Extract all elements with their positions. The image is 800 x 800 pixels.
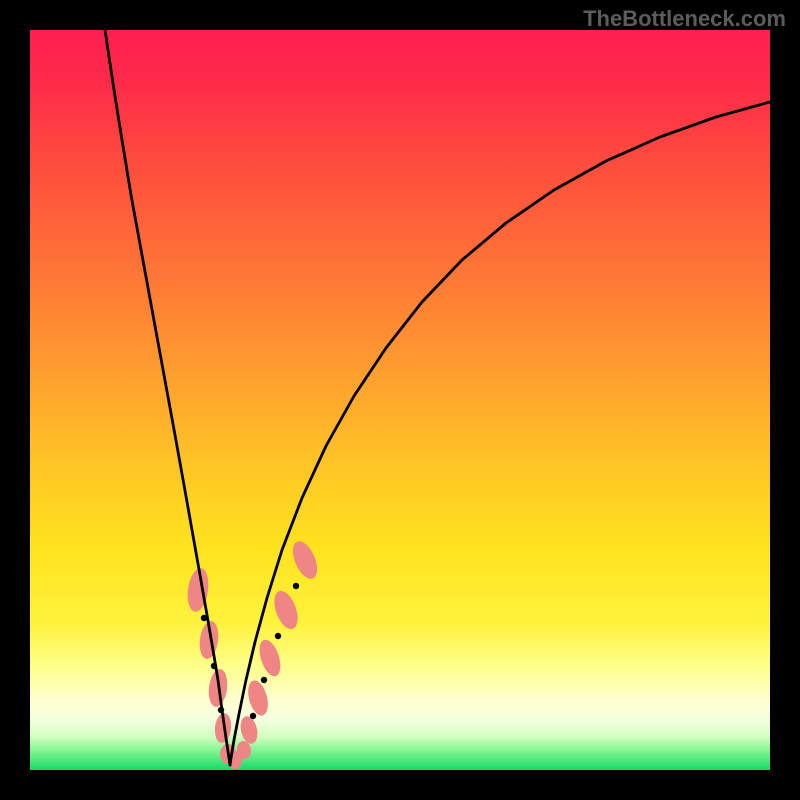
marker-lozenge bbox=[288, 538, 322, 583]
chart-frame: TheBottleneck.com bbox=[0, 0, 800, 800]
marker-separator bbox=[261, 677, 267, 683]
marker-lozenge bbox=[185, 567, 211, 613]
marker-lozenge bbox=[238, 715, 260, 746]
chart-svg bbox=[0, 0, 800, 800]
marker-separator bbox=[275, 633, 281, 639]
marker-separator bbox=[211, 663, 217, 669]
marker-separator bbox=[218, 707, 224, 713]
marker-lozenge bbox=[245, 678, 272, 717]
watermark-text: TheBottleneck.com bbox=[583, 6, 786, 32]
marker-lozenge bbox=[256, 637, 285, 679]
marker-lozenge bbox=[270, 588, 302, 632]
marker-separator bbox=[250, 713, 256, 719]
marker-separator bbox=[201, 615, 207, 621]
marker-separator bbox=[293, 583, 299, 589]
